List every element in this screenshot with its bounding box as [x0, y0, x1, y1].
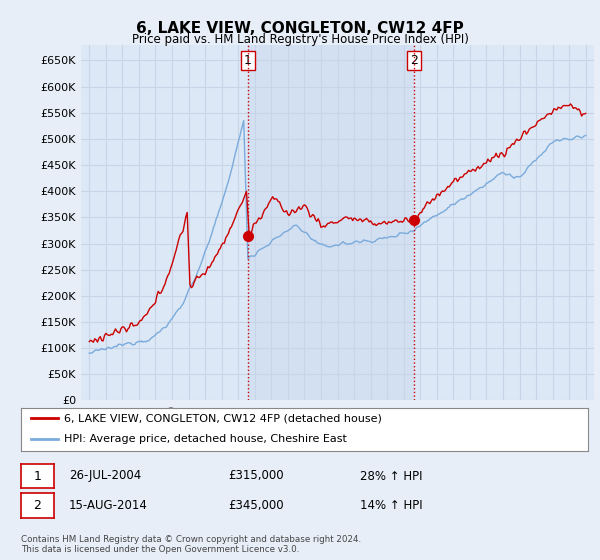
Text: 2: 2	[410, 54, 418, 67]
Text: 26-JUL-2004: 26-JUL-2004	[69, 469, 141, 483]
Text: 14% ↑ HPI: 14% ↑ HPI	[360, 499, 422, 512]
Text: 6, LAKE VIEW, CONGLETON, CW12 4FP: 6, LAKE VIEW, CONGLETON, CW12 4FP	[136, 21, 464, 36]
Text: 6, LAKE VIEW, CONGLETON, CW12 4FP (detached house): 6, LAKE VIEW, CONGLETON, CW12 4FP (detac…	[64, 413, 382, 423]
Text: £345,000: £345,000	[228, 499, 284, 512]
Bar	[248, 45, 414, 400]
Text: Price paid vs. HM Land Registry's House Price Index (HPI): Price paid vs. HM Land Registry's House …	[131, 33, 469, 46]
Text: 2: 2	[34, 499, 41, 512]
Text: 28% ↑ HPI: 28% ↑ HPI	[360, 469, 422, 483]
Text: HPI: Average price, detached house, Cheshire East: HPI: Average price, detached house, Ches…	[64, 434, 346, 444]
Text: 15-AUG-2014: 15-AUG-2014	[69, 499, 148, 512]
Text: Contains HM Land Registry data © Crown copyright and database right 2024.
This d: Contains HM Land Registry data © Crown c…	[21, 535, 361, 554]
Text: £315,000: £315,000	[228, 469, 284, 483]
Text: 1: 1	[34, 469, 41, 483]
Text: 1: 1	[244, 54, 251, 67]
